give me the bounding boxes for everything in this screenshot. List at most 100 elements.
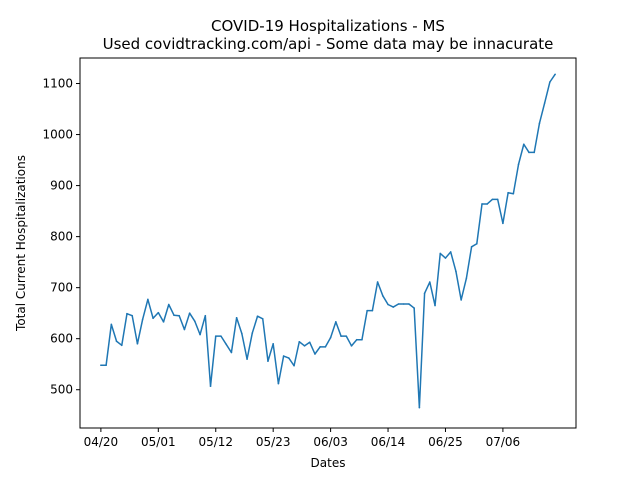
data-point	[141, 318, 144, 321]
data-point	[308, 341, 311, 344]
data-point	[298, 340, 301, 343]
data-point	[100, 364, 102, 367]
data-point	[345, 335, 348, 337]
data-point	[288, 357, 290, 359]
data-point	[329, 336, 332, 339]
data-point	[512, 192, 515, 195]
data-point	[277, 382, 280, 385]
x-tick-label: 06/14	[371, 435, 406, 449]
data-point	[486, 203, 489, 205]
data-point	[444, 257, 447, 259]
data-point	[413, 307, 415, 309]
data-point	[533, 151, 536, 154]
data-point	[152, 317, 154, 320]
y-tick-label: 500	[50, 383, 73, 397]
data-point	[147, 298, 149, 301]
data-point	[235, 316, 238, 319]
data-point	[392, 306, 395, 308]
data-point	[382, 295, 384, 297]
x-tick-label: 05/01	[141, 435, 176, 449]
data-point	[502, 222, 504, 225]
data-point	[470, 246, 473, 248]
data-point	[371, 309, 374, 312]
data-point	[188, 312, 191, 314]
x-tick-label: 06/03	[313, 435, 348, 449]
data-point	[402, 303, 405, 305]
data-point	[246, 358, 248, 360]
data-point	[282, 355, 285, 357]
data-point	[230, 351, 233, 354]
data-point	[162, 321, 165, 323]
data-point	[261, 317, 264, 320]
data-point	[220, 335, 222, 337]
x-tick-label: 05/12	[198, 435, 233, 449]
data-point	[465, 277, 468, 280]
data-point	[423, 292, 426, 295]
data-point	[397, 303, 400, 305]
data-point	[543, 102, 546, 104]
data-point	[267, 360, 269, 362]
data-point	[517, 163, 520, 165]
chart-subtitle: Used covidtracking.com/api - Some data m…	[103, 35, 554, 53]
data-point	[120, 344, 123, 347]
y-axis: 500 600 700 800 900 1000 1100	[42, 77, 80, 397]
y-tick-label: 800	[50, 230, 73, 244]
data-point	[178, 314, 180, 317]
data-point	[167, 303, 170, 306]
data-point	[251, 332, 254, 334]
data-point	[355, 338, 358, 341]
data-point	[209, 385, 212, 387]
data-point	[199, 333, 201, 336]
x-tick-label: 05/23	[256, 435, 291, 449]
data-point	[324, 346, 327, 348]
x-axis-label: Dates	[311, 456, 346, 470]
data-point	[418, 406, 421, 409]
data-point	[303, 345, 306, 347]
data-point	[340, 335, 342, 337]
data-point	[110, 323, 113, 326]
plot-frame	[79, 57, 577, 429]
x-tick-label: 07/06	[486, 435, 521, 449]
x-axis: 04/20 05/01 05/12 05/23 06/03 06/14 06/25 07/06	[84, 428, 521, 449]
data-point	[335, 321, 337, 323]
data-point	[449, 251, 452, 253]
y-tick-label: 1100	[42, 77, 73, 91]
data-point	[204, 314, 207, 317]
y-tick-label: 1000	[42, 128, 73, 142]
data-point	[528, 151, 530, 154]
data-point	[439, 252, 442, 255]
y-axis-label: Total Current Hospitalizations	[14, 155, 28, 332]
data-point	[455, 270, 457, 273]
data-point	[350, 345, 353, 347]
data-point	[538, 122, 541, 125]
data-point	[476, 242, 478, 245]
data-point	[496, 198, 499, 201]
series-line	[100, 73, 556, 409]
data-point	[272, 342, 274, 345]
data-point	[214, 335, 217, 337]
data-point	[549, 81, 551, 83]
data-point	[522, 143, 525, 146]
data-point	[225, 343, 227, 346]
y-tick-label: 600	[50, 332, 73, 346]
data-point	[314, 353, 316, 355]
data-point	[131, 314, 134, 317]
data-point	[507, 191, 509, 194]
x-tick-label: 04/20	[84, 435, 119, 449]
data-point	[136, 342, 139, 345]
data-point	[194, 320, 196, 323]
data-point	[554, 73, 556, 76]
y-tick-label: 900	[50, 179, 73, 193]
x-tick-label: 06/25	[428, 435, 463, 449]
data-point	[366, 309, 368, 312]
data-point	[319, 346, 321, 348]
data-point	[434, 304, 436, 307]
data-point	[183, 328, 186, 331]
data-point	[460, 299, 462, 301]
data-point	[361, 338, 363, 341]
data-point	[157, 311, 160, 314]
data-point	[376, 281, 379, 283]
data-point	[241, 332, 243, 335]
data-point	[491, 198, 494, 201]
